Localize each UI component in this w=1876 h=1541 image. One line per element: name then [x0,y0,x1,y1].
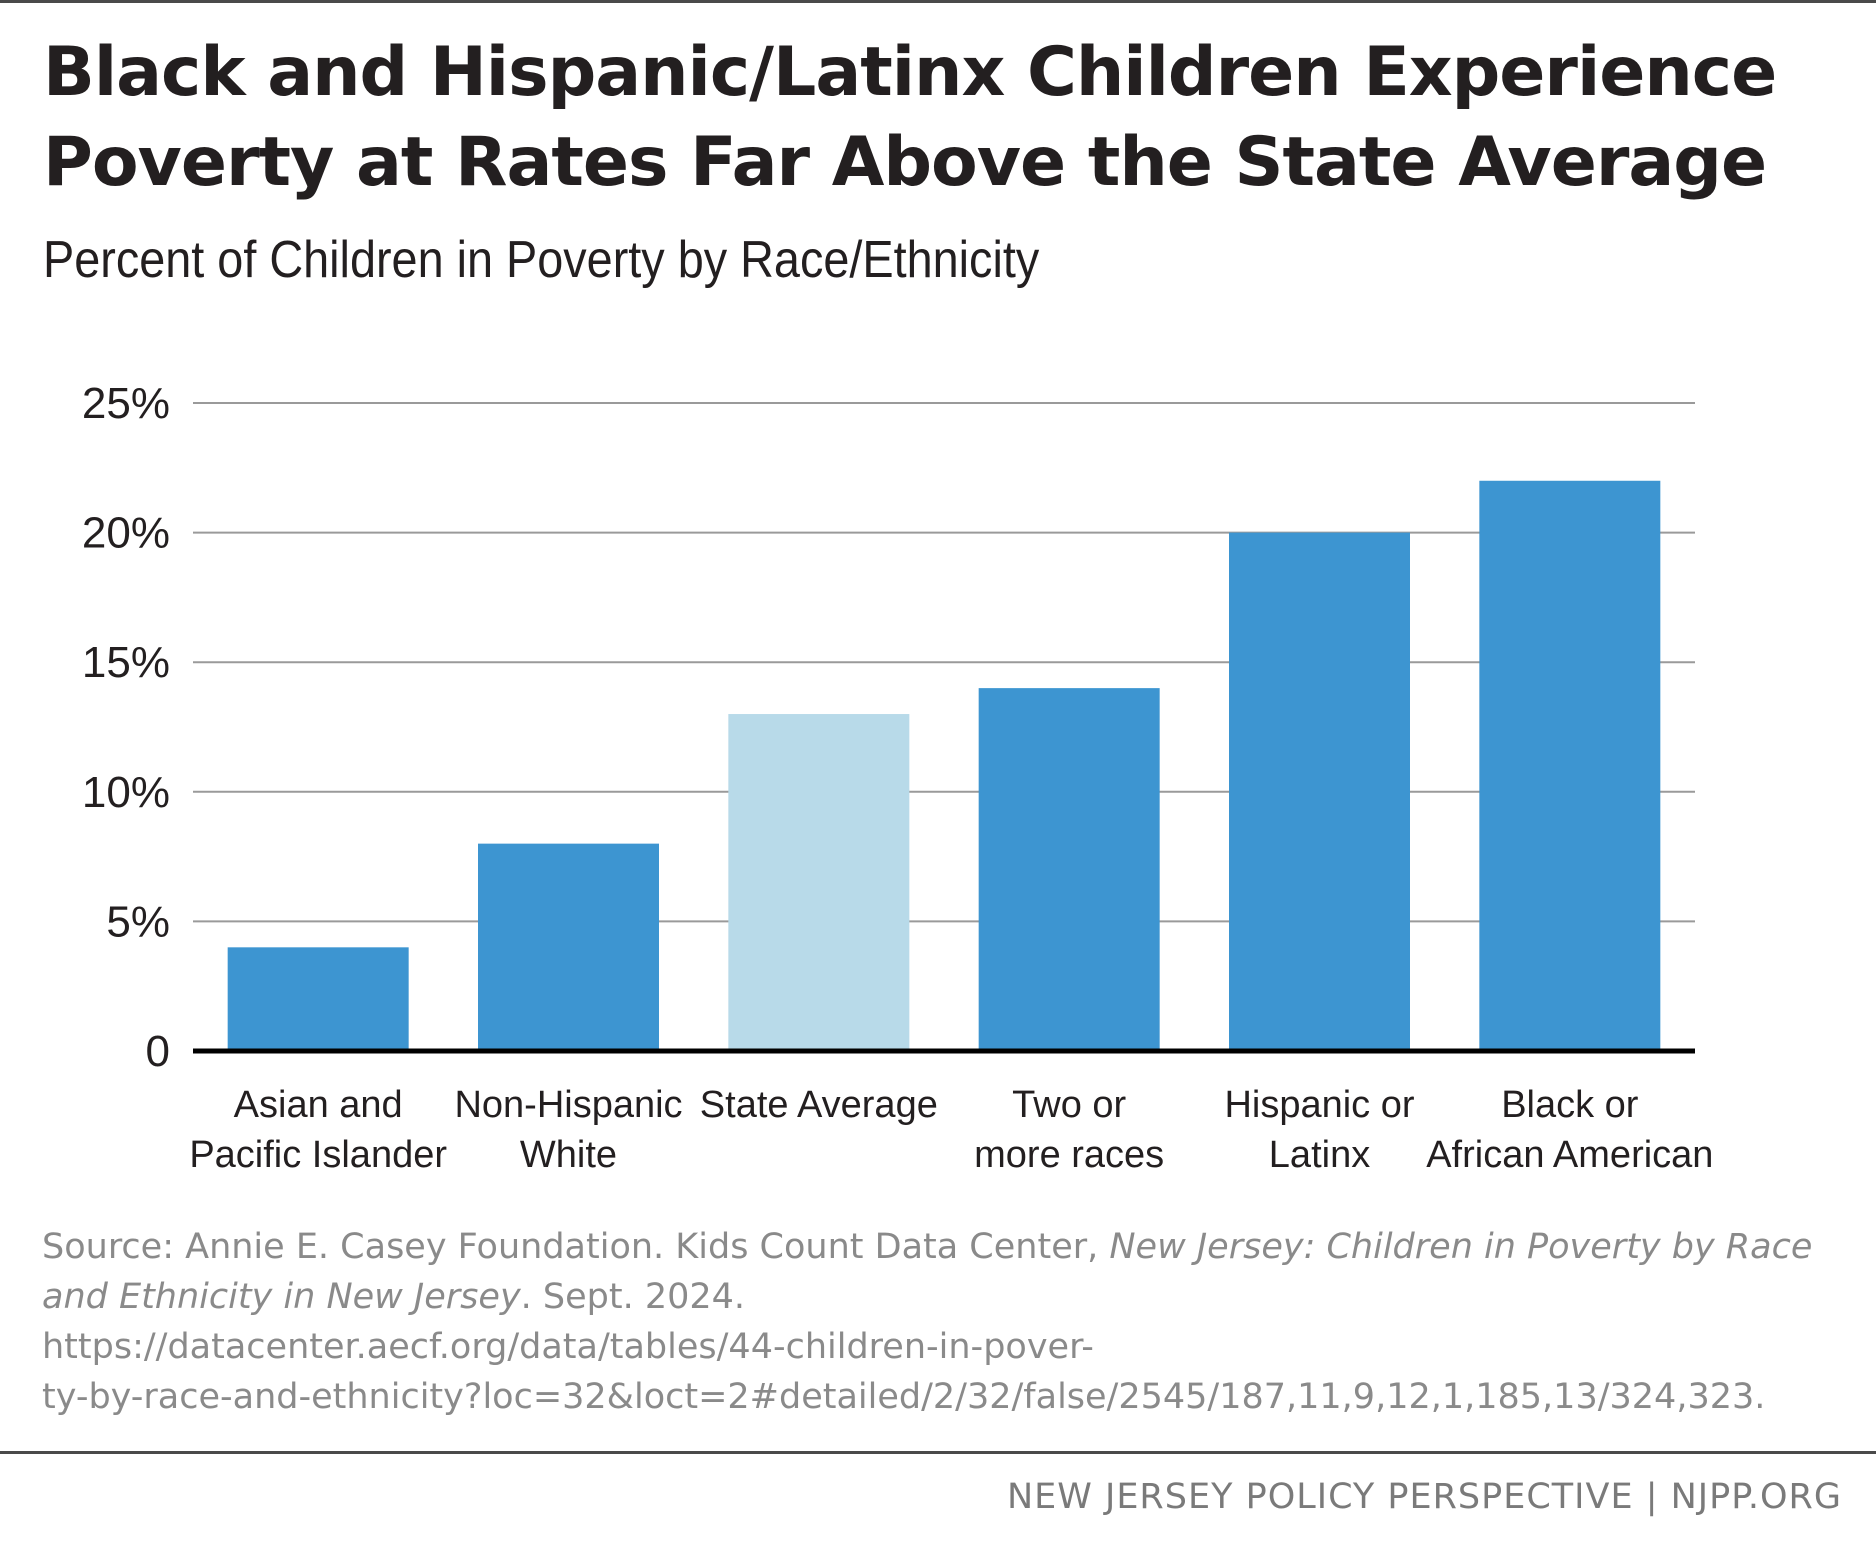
source-url-line-2: ty-by-race-and-ethnicity?loc=32&loct=2#d… [42,1377,1766,1417]
chart-subtitle: Percent of Children in Poverty by Race/E… [43,231,1040,289]
category-label: Asian and Pacific Islander [189,1084,447,1176]
bar [1229,532,1410,1051]
bar [478,843,659,1051]
bar [227,947,409,1051]
source-suffix: . Sept. 2024. [520,1277,746,1317]
footer-credit: NEW JERSEY POLICY PERSPECTIVE | NJPP.ORG [1006,1477,1842,1517]
y-tick-label: 5% [106,897,170,946]
category-label: State Average [700,1084,938,1126]
category-label: Non-Hispanic White [454,1084,682,1176]
source-url-line-1: https://datacenter.aecf.org/data/tables/… [42,1327,1094,1367]
source-note: Source: Annie E. Casey Foundation. Kids … [42,1222,1832,1422]
y-tick-label: 25% [82,379,170,428]
gridlines [193,402,1695,923]
y-tick-label: 10% [82,768,170,817]
source-prefix: Source: Annie E. Casey Foundation. Kids … [42,1227,1110,1267]
y-tick-label: 0 [146,1027,170,1076]
y-tick-label: 15% [82,638,170,687]
bar [1479,480,1661,1051]
category-label: Hispanic or Latinx [1224,1084,1414,1176]
chart-title: Black and Hispanic/Latinx Children Exper… [43,33,1777,202]
category-label: Black or African American [1426,1084,1713,1176]
bottom-rule [0,1451,1876,1454]
bar [978,688,1160,1051]
source-title: New Jersey: Children in Poverty by Race … [42,1227,1813,1317]
bar [728,714,910,1051]
bars [227,480,1661,1051]
y-tick-label: 20% [82,509,170,558]
bar-chart: 0 5% 10% 15% 20% 25% Asian and Pacific Islande… [82,379,1714,1176]
category-label: Two or more races [974,1084,1164,1176]
top-rule [0,0,1876,3]
y-tick-labels: 0 5% 10% 15% 20% 25% [82,379,170,1076]
